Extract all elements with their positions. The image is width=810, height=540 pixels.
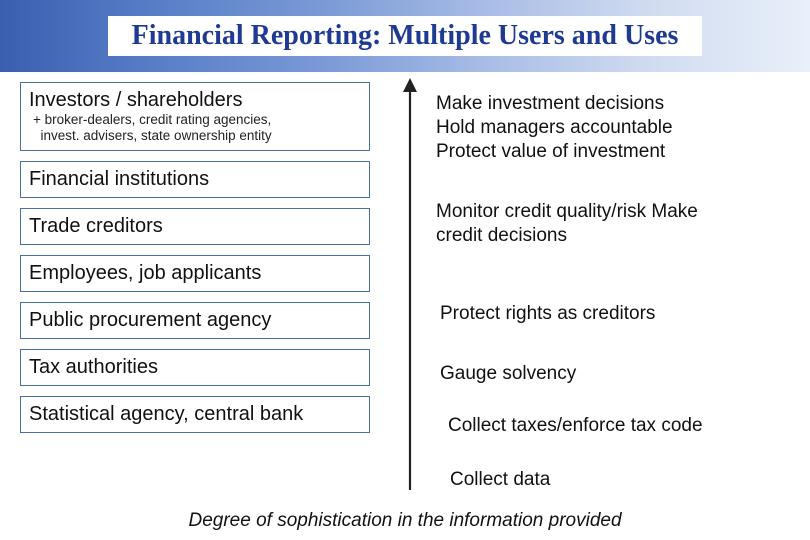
use-data: Collect data <box>450 468 550 492</box>
title-band: Financial Reporting: Multiple Users and … <box>0 0 810 72</box>
arrow-column <box>398 76 422 502</box>
user-title: Trade creditors <box>29 215 361 238</box>
users-column: Investors / shareholders + broker-dealer… <box>20 82 370 433</box>
use-solvency: Gauge solvency <box>440 362 576 386</box>
user-box-employees: Employees, job applicants <box>20 255 370 292</box>
use-credit: Monitor credit quality/risk Make credit … <box>436 200 698 248</box>
user-box-tax: Tax authorities <box>20 349 370 386</box>
page-title: Financial Reporting: Multiple Users and … <box>108 16 703 56</box>
use-line: Collect data <box>450 468 550 492</box>
use-protect-rights: Protect rights as creditors <box>440 302 655 326</box>
content-area: Investors / shareholders + broker-dealer… <box>0 76 810 540</box>
user-box-procurement: Public procurement agency <box>20 302 370 339</box>
user-box-investors: Investors / shareholders + broker-dealer… <box>20 82 370 151</box>
use-line: Make investment decisions <box>436 92 673 116</box>
user-title: Statistical agency, central bank <box>29 403 361 426</box>
use-line: Monitor credit quality/risk Make <box>436 200 698 224</box>
user-title: Public procurement agency <box>29 309 361 332</box>
user-box-financial-institutions: Financial institutions <box>20 161 370 198</box>
user-title: Employees, job applicants <box>29 262 361 285</box>
slide: Financial Reporting: Multiple Users and … <box>0 0 810 540</box>
use-line: Protect value of investment <box>436 140 673 164</box>
use-line: Hold managers accountable <box>436 116 673 140</box>
use-line: Gauge solvency <box>440 362 576 386</box>
user-subtitle: + broker-dealers, credit rating agencies… <box>29 112 361 144</box>
up-arrow-icon <box>398 76 422 496</box>
user-title: Financial institutions <box>29 168 361 191</box>
user-title: Tax authorities <box>29 356 361 379</box>
use-taxes: Collect taxes/enforce tax code <box>448 414 703 438</box>
use-line: Collect taxes/enforce tax code <box>448 414 703 438</box>
use-line: Protect rights as creditors <box>440 302 655 326</box>
use-line: credit decisions <box>436 224 698 248</box>
axis-label: Degree of sophistication in the informat… <box>0 510 810 532</box>
use-investment: Make investment decisions Hold managers … <box>436 92 673 163</box>
user-title: Investors / shareholders <box>29 89 361 112</box>
user-box-trade-creditors: Trade creditors <box>20 208 370 245</box>
user-box-statistical: Statistical agency, central bank <box>20 396 370 433</box>
